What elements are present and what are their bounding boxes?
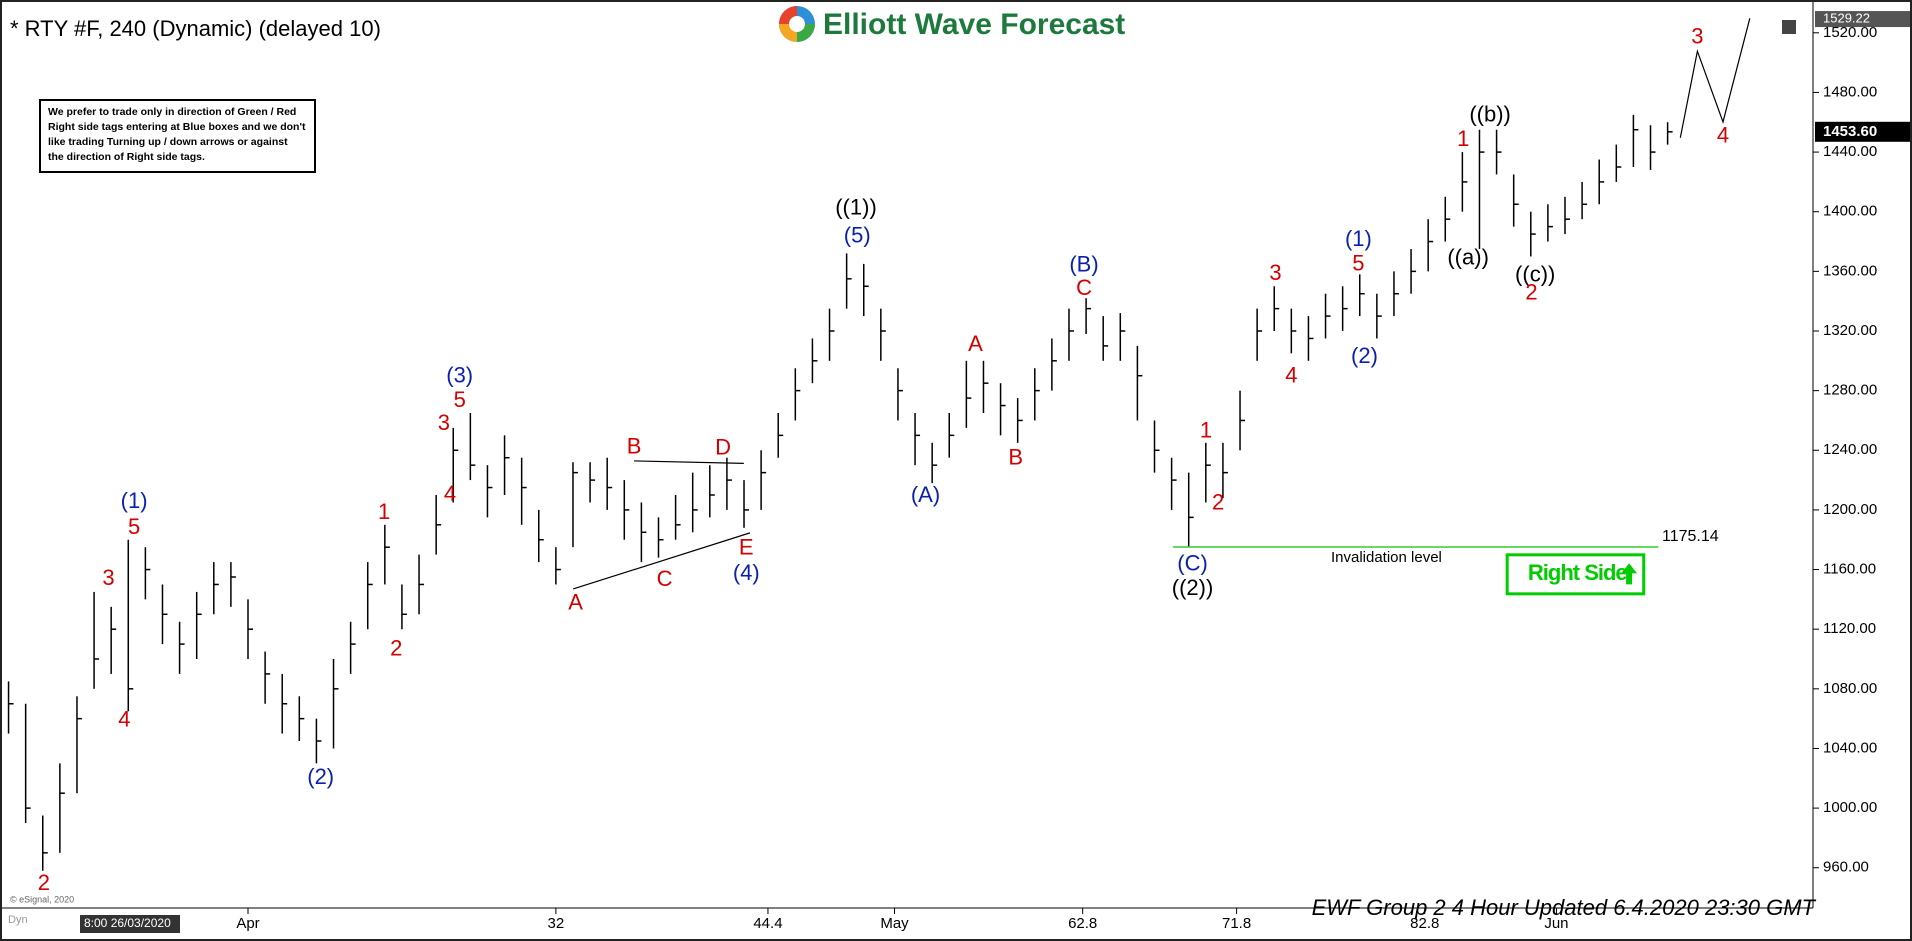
icon (1782, 20, 1796, 34)
wave-label: (3) (446, 363, 473, 388)
wave-label: (1) (121, 488, 148, 513)
projection-path (1679, 18, 1751, 138)
invalidation-value: 1175.14 (1662, 528, 1719, 545)
y-tick-label: 1400.00 (1823, 203, 1877, 220)
wave-label: ((1)) (835, 194, 877, 219)
wave-label: 2 (1525, 280, 1537, 305)
wave-label: C (657, 566, 673, 591)
wave-label: A (968, 331, 983, 356)
x-tick-label: 82.8 (1410, 915, 1439, 932)
wave-label: A (568, 589, 583, 614)
mode-label: Dyn (8, 914, 28, 926)
y-tick-label: 1280.00 (1823, 382, 1877, 399)
y-tick-label: 1040.00 (1823, 739, 1877, 756)
note-line: Right side tags entering at Blue boxes a… (48, 121, 306, 133)
wave-label: (A) (911, 482, 940, 507)
wave-label: ((b)) (1469, 102, 1511, 127)
note-line: the direction of Right side tags. (48, 151, 205, 163)
wave-label: (2) (1351, 343, 1378, 368)
right-side-arrow (1621, 563, 1638, 585)
y-tick-label: 1320.00 (1823, 322, 1877, 339)
wave-label: (C) (1177, 550, 1208, 575)
y-tick-label: 1120.00 (1823, 620, 1876, 637)
chart-title: * RTY #F, 240 (Dynamic) (delayed 10) (10, 16, 381, 41)
wave-label: (4) (733, 560, 760, 585)
wave-label: (2) (307, 764, 334, 789)
note-line: We prefer to trade only in direction of … (48, 106, 296, 118)
wave-label: (5) (844, 222, 871, 247)
y-tick-label: 1440.00 (1823, 143, 1877, 160)
logo-icon (789, 16, 805, 32)
wave-label: B (627, 433, 642, 458)
wave-label: ((c)) (1515, 261, 1555, 286)
last-price-bg (1815, 121, 1910, 142)
wave-label: 2 (390, 636, 402, 661)
wave-label: 5 (454, 387, 466, 412)
wave-label: E (739, 535, 754, 560)
wave-label: ((a)) (1447, 244, 1489, 269)
y-tick-label: 1160.00 (1823, 561, 1876, 578)
wave-label: 5 (1352, 250, 1364, 275)
note-box (39, 99, 316, 173)
invalidation-label: Invalidation level (1331, 549, 1442, 566)
wave-label: C (1076, 275, 1092, 300)
last-price: 1453.60 (1823, 123, 1877, 140)
wave-label: 4 (118, 706, 130, 731)
x-tick-label: 32 (548, 915, 565, 932)
right-side-label: Right Side (1528, 560, 1628, 585)
copyright: © eSignal, 2020 (10, 894, 74, 904)
x-tick-label: 62.8 (1068, 915, 1097, 932)
x-tick-label: 71.8 (1222, 915, 1251, 932)
start-label: 8:00 26/03/2020 (84, 916, 171, 930)
triangle-line (572, 532, 751, 590)
wave-label: 3 (102, 565, 114, 590)
y-tick-label: 960.00 (1823, 859, 1869, 876)
wave-label: B (1008, 444, 1023, 469)
y-tick-label: 1360.00 (1823, 262, 1877, 279)
y-tick-label: 1480.00 (1823, 83, 1877, 100)
right-side-box (1505, 553, 1646, 596)
wave-label: 1 (1457, 126, 1469, 151)
x-tick-label: May (880, 915, 909, 932)
wave-label: (1) (1345, 226, 1372, 251)
wave-label: 1 (1200, 417, 1212, 442)
wave-label: 1 (378, 499, 390, 524)
y-tick-label: 1200.00 (1823, 501, 1877, 518)
wave-label: ((2)) (1172, 575, 1214, 600)
wave-label: 3 (1269, 260, 1281, 285)
wave-label: 3 (1691, 24, 1703, 49)
wave-label: 2 (1212, 489, 1224, 514)
x-tick-label: Jun (1544, 915, 1568, 932)
wave-label: 5 (128, 514, 140, 539)
x-tick-label: Apr (236, 915, 259, 932)
y-tick-label: 1000.00 (1823, 799, 1877, 816)
y-tick-label: 1520.00 (1823, 24, 1877, 41)
wave-label: 4 (1717, 122, 1729, 147)
start-label-bg (80, 915, 180, 933)
logo-bg (770, 2, 1140, 46)
y-tick-label: 1240.00 (1823, 441, 1877, 458)
footer: EWF Group 2 4 Hour Updated 6.4.2020 23:3… (1312, 895, 1817, 920)
logo: Elliott Wave Forecast (770, 2, 1140, 46)
wave-label: (B) (1069, 252, 1098, 277)
wave-label: D (715, 435, 731, 460)
top-price-bg (1815, 11, 1910, 28)
y-tick-label: 1080.00 (1823, 680, 1877, 697)
right-side: Right Side (1505, 553, 1646, 596)
wave-label: 2 (38, 870, 50, 895)
note-line: like trading Turning up / down arrows or… (48, 136, 288, 148)
wave-label: 4 (1285, 363, 1297, 388)
wave-label: 4 (444, 481, 456, 506)
logo-text: Elliott Wave Forecast (823, 8, 1125, 41)
triangle-line (634, 460, 744, 464)
wave-label: 3 (438, 410, 450, 435)
x-tick-label: 44.4 (753, 915, 782, 932)
top-price: 1529.22 (1823, 10, 1870, 25)
